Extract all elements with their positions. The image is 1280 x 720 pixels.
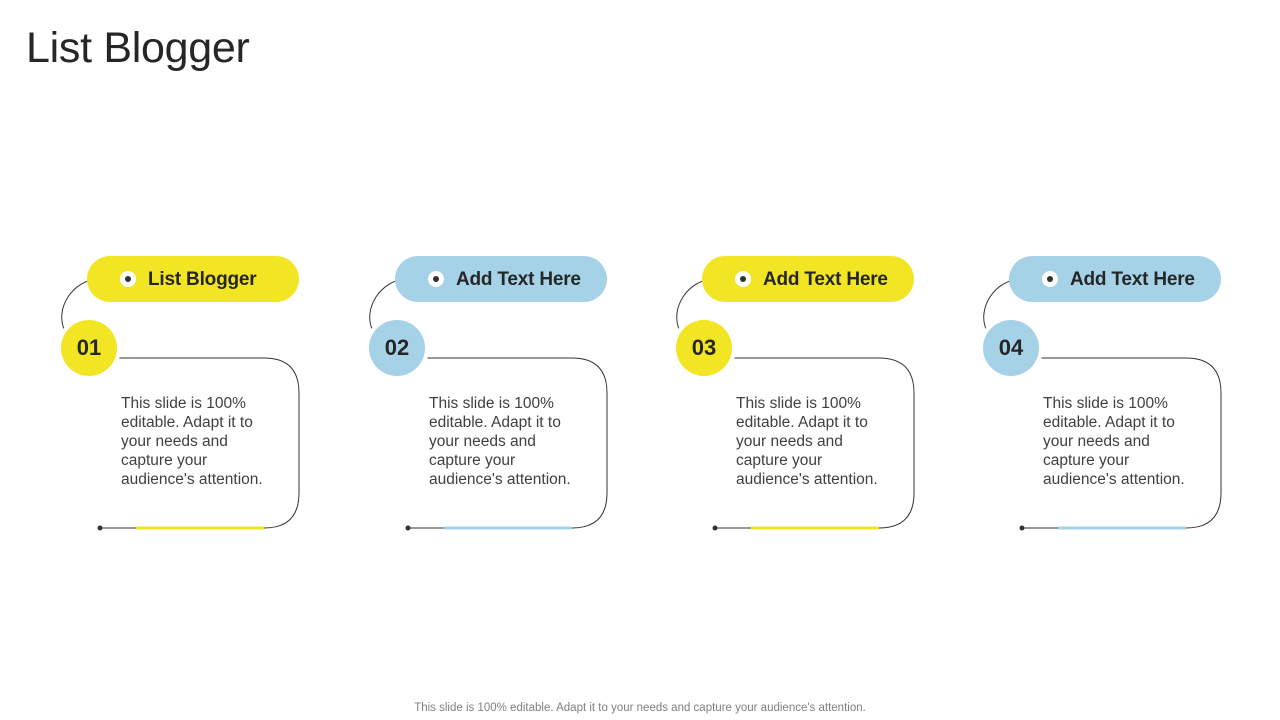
card-description: This slide is 100% editable. Adapt it to… (1043, 395, 1185, 488)
card-description: This slide is 100% editable. Adapt it to… (121, 395, 263, 488)
list-card-03: Add Text Here 03 This slide is 100% edit… (675, 255, 920, 535)
card-description: This slide is 100% editable. Adapt it to… (736, 395, 878, 488)
card-heading: Add Text Here (456, 269, 581, 290)
list-card-02: Add Text Here 02 This slide is 100% edit… (368, 255, 613, 535)
bullet-dot-icon (735, 271, 751, 287)
card-outline (676, 278, 915, 531)
list-card-04: Add Text Here 04 This slide is 100% edit… (982, 255, 1227, 535)
badge-number: 03 (691, 335, 717, 360)
number-badge: 02 (369, 320, 425, 376)
card-heading: List Blogger (148, 269, 257, 290)
list-card-01: List Blogger 01 This slide is 100% edita… (60, 255, 305, 535)
card-heading: Add Text Here (1070, 269, 1195, 290)
badge-number: 01 (76, 335, 102, 360)
card-description: This slide is 100% editable. Adapt it to… (429, 395, 571, 488)
number-badge: 03 (676, 320, 732, 376)
number-badge: 01 (61, 320, 117, 376)
bullet-dot-icon (1042, 271, 1058, 287)
card-heading-pill: Add Text Here (395, 256, 607, 302)
bullet-dot-icon (120, 271, 136, 287)
footer-note: This slide is 100% editable. Adapt it to… (414, 702, 866, 714)
card-heading: Add Text Here (763, 269, 888, 290)
card-heading-pill: List Blogger (87, 256, 299, 302)
badge-number: 02 (384, 335, 410, 360)
card-heading-pill: Add Text Here (702, 256, 914, 302)
card-heading-pill: Add Text Here (1009, 256, 1221, 302)
card-outline (983, 278, 1222, 531)
bullet-dot-icon (428, 271, 444, 287)
slide-title: List Blogger (26, 24, 250, 72)
number-badge: 04 (983, 320, 1039, 376)
badge-number: 04 (998, 335, 1024, 360)
